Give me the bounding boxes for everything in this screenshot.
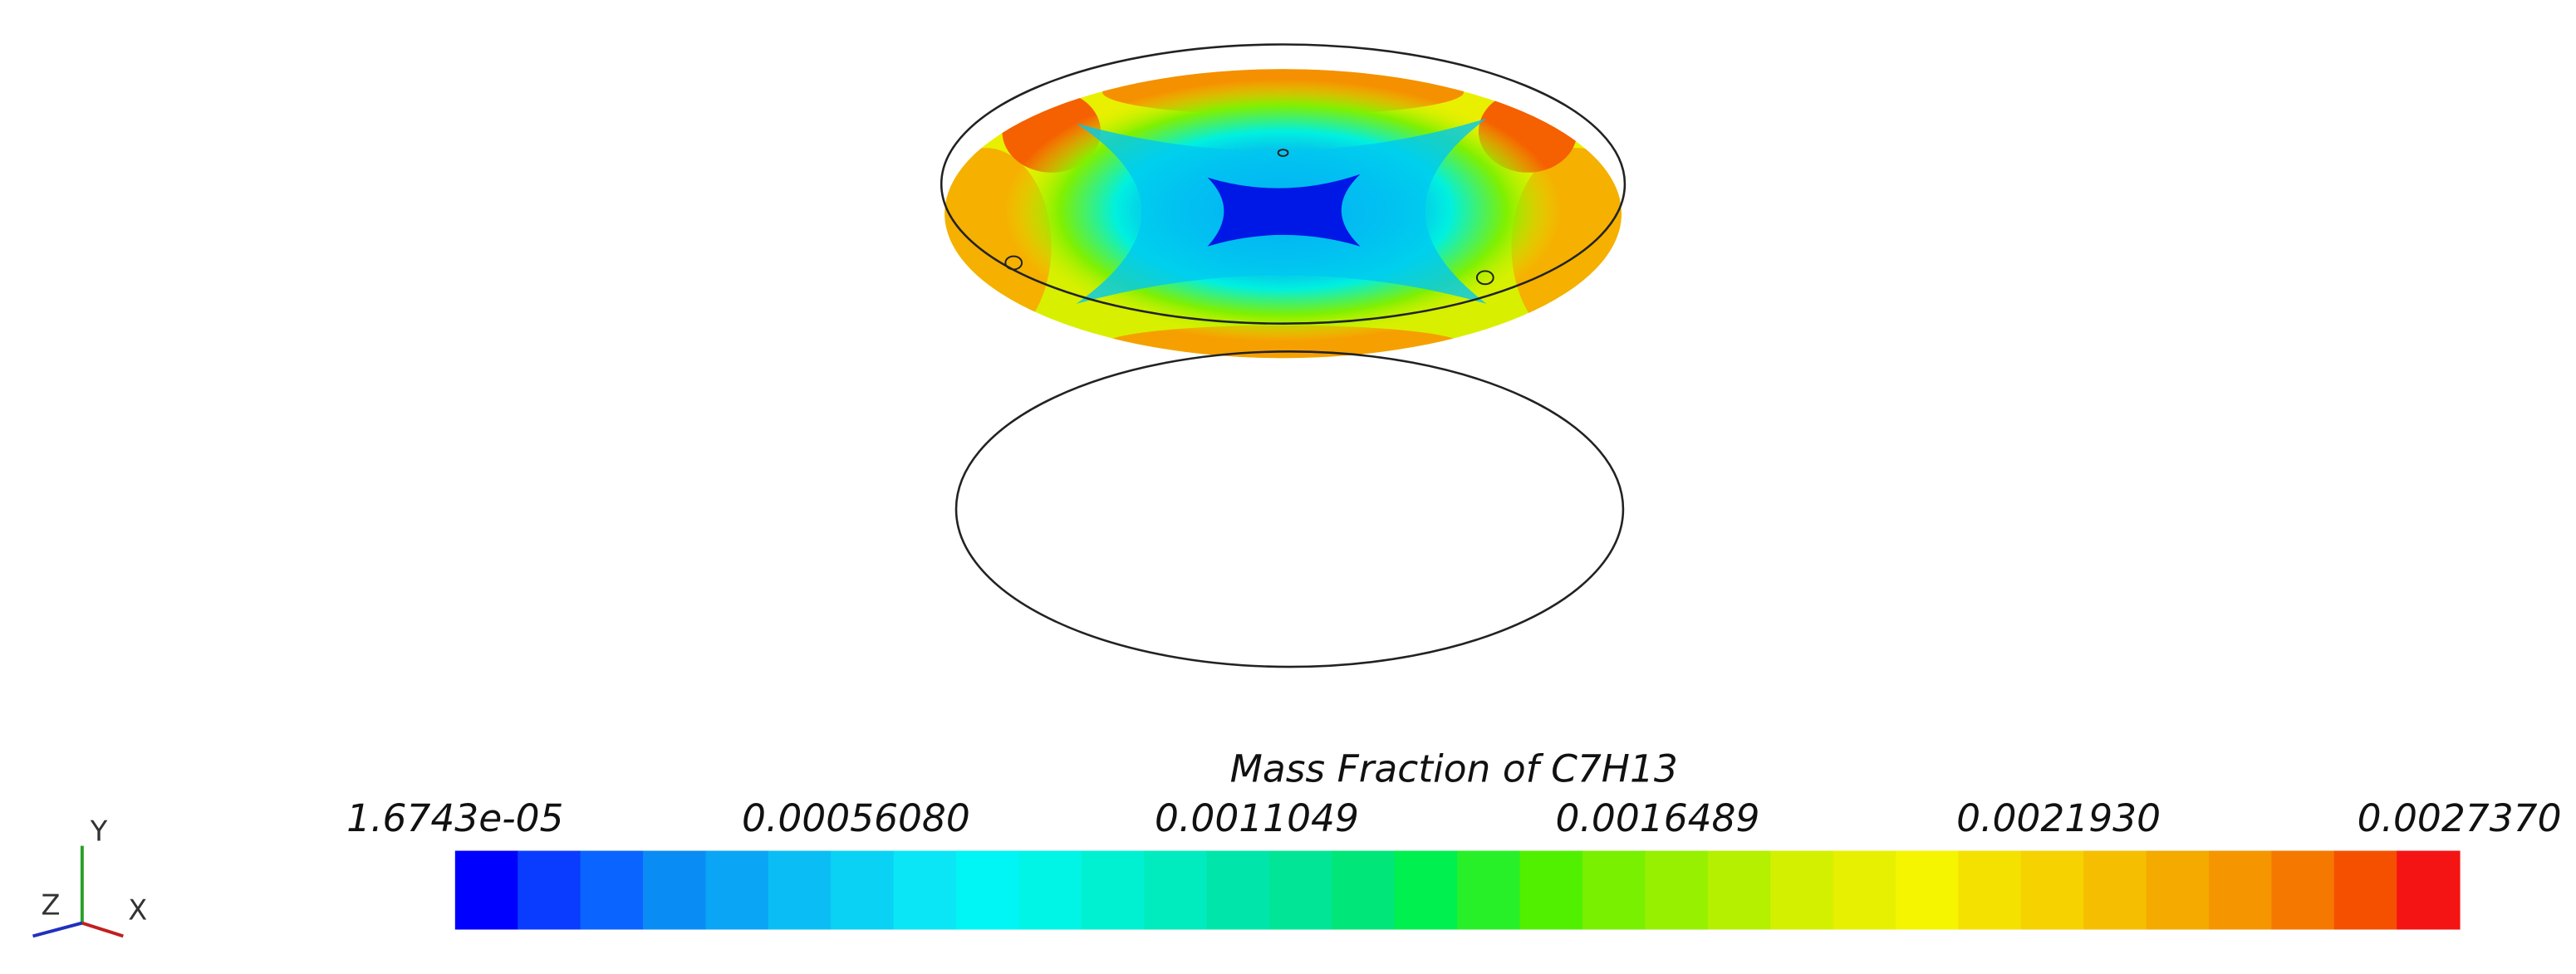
color-band [956, 850, 1020, 930]
axis-triad: Y X Z [32, 815, 147, 938]
x-axis-label: X [128, 894, 147, 927]
colorbar-tick-label: 0.0027370 [2358, 796, 2562, 840]
color-band [1394, 850, 1459, 930]
color-band [768, 850, 832, 930]
x-axis-arrow [81, 921, 124, 938]
color-band [1645, 850, 1709, 930]
color-band [518, 850, 581, 930]
colorbar-tick-label: 0.0021930 [1956, 796, 2161, 840]
colorbar-tick-label: 0.0016489 [1556, 796, 1760, 840]
color-band [1332, 850, 1396, 930]
color-band [1018, 850, 1082, 930]
color-band [2208, 850, 2273, 930]
color-band [2083, 850, 2147, 930]
color-band [454, 850, 519, 930]
outlet-outline [954, 350, 1625, 668]
color-band [2146, 850, 2210, 930]
hole [1277, 149, 1289, 157]
color-band [1457, 850, 1521, 930]
color-band [1519, 850, 1583, 930]
colorbar-title: Mass Fraction of C7H13 [1230, 746, 1678, 790]
color-band [2397, 850, 2461, 930]
color-band [1958, 850, 2022, 930]
color-band [1895, 850, 1960, 930]
color-band [831, 850, 895, 930]
color-band [705, 850, 769, 930]
color-band [2333, 850, 2398, 930]
colorbar-tick-label: 1.6743e-05 [346, 796, 563, 840]
color-band [1833, 850, 1896, 930]
color-band [1206, 850, 1270, 930]
color-band [893, 850, 957, 930]
color-band [1144, 850, 1208, 930]
colorbar-tick-label: 0.00056080 [742, 796, 970, 840]
hole [1475, 270, 1494, 286]
y-axis-label: Y [90, 815, 108, 848]
color-band [1770, 850, 1834, 930]
colorbar: 1.6743e-05 0.00056080 0.0011049 0.0016489 0.… [346, 796, 2562, 930]
color-band [2020, 850, 2085, 930]
hole [1004, 255, 1023, 271]
colorbar-tick-label: 0.0011049 [1155, 796, 1359, 840]
color-band [643, 850, 707, 930]
color-band [1707, 850, 1772, 930]
z-axis-arrow [32, 921, 83, 938]
z-axis-label: Z [41, 889, 60, 922]
color-band [1081, 850, 1146, 930]
color-band [2271, 850, 2335, 930]
disk-contour [945, 69, 1622, 359]
disk-outline [940, 43, 1627, 325]
color-band [580, 850, 645, 930]
color-band [1582, 850, 1646, 930]
color-band [1269, 850, 1333, 930]
